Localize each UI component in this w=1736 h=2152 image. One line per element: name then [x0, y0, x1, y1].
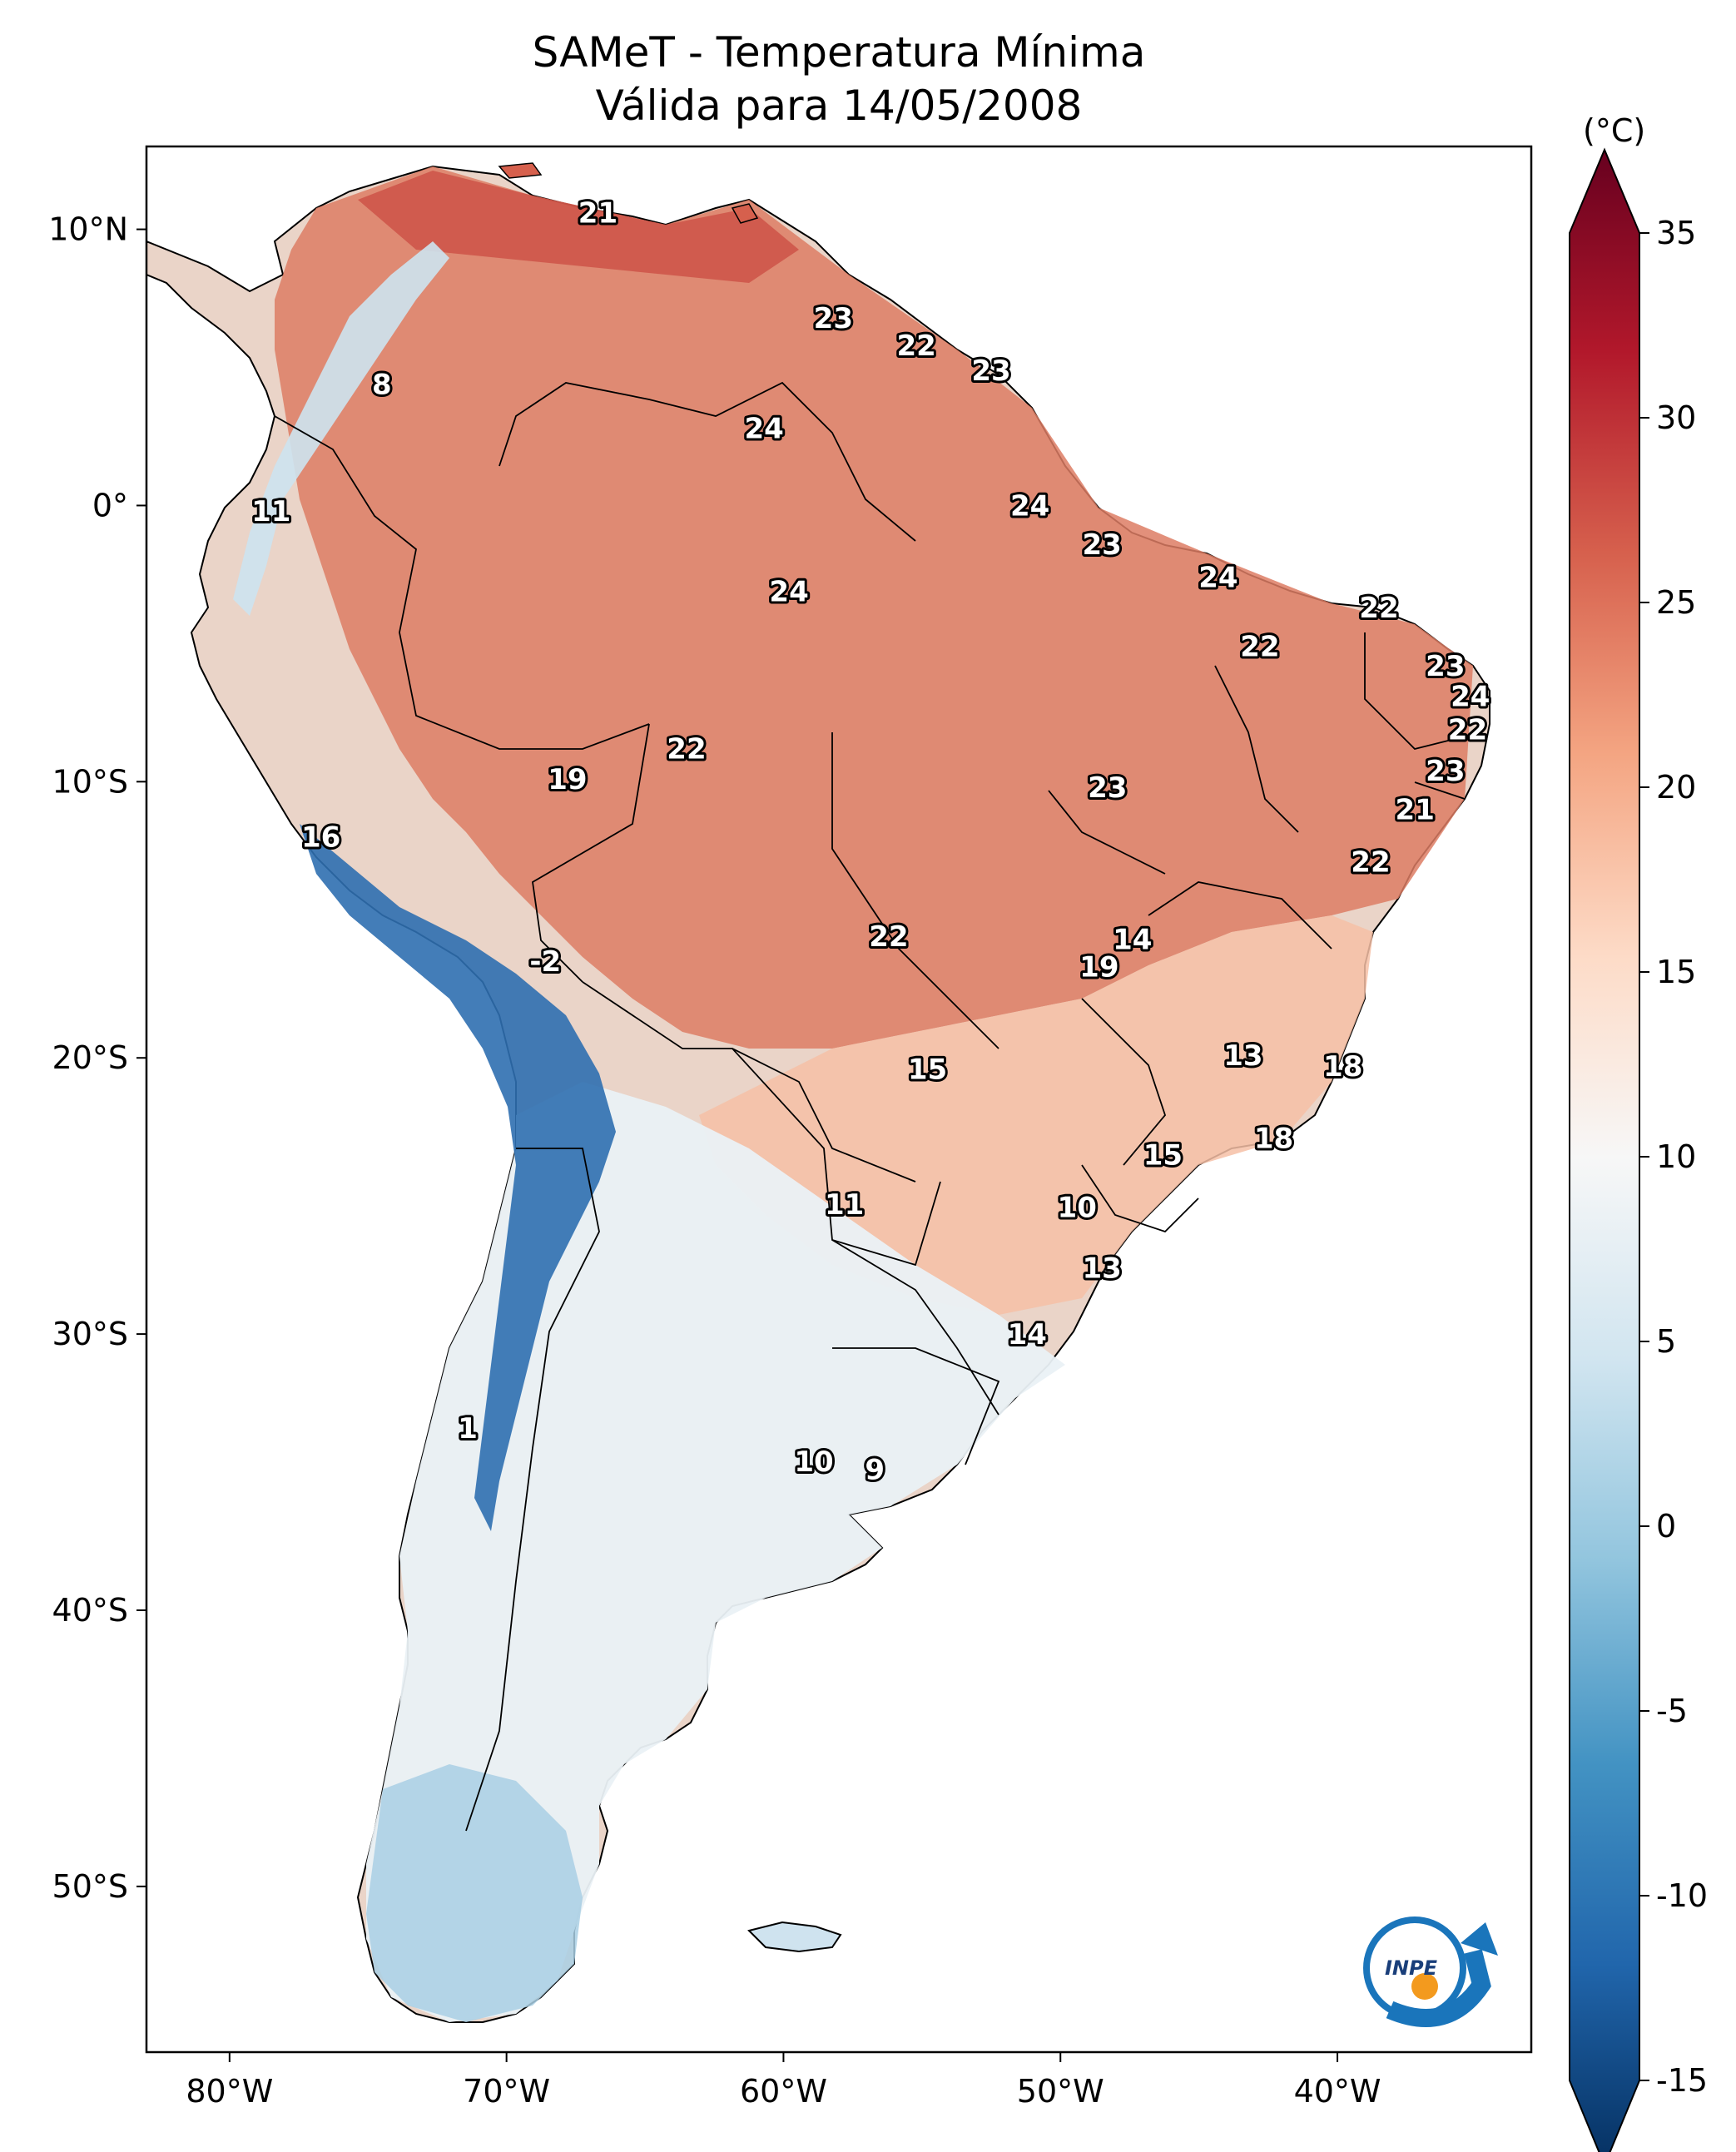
station-temperature-label: 21 [578, 197, 618, 231]
lat-tick-label: 30°S [52, 1316, 128, 1352]
station-temperature-label: 22 [897, 330, 936, 363]
station-temperature-label: 23 [1088, 771, 1127, 805]
inpe-logo: INPE [1363, 1916, 1498, 2027]
station-temperature-label: 11 [251, 495, 290, 528]
lat-tick-label: 20°S [52, 1039, 128, 1076]
colorbar-tick-label: -10 [1656, 1877, 1708, 1914]
country-borders [274, 381, 1482, 1832]
colorbar-tick-label: -5 [1656, 1693, 1688, 1729]
lat-tick-label: 10°N [48, 211, 128, 248]
station-temperature-label: 22 [869, 920, 908, 954]
lat-tick-label: 10°S [52, 763, 128, 800]
station-temperature-label: 13 [1223, 1039, 1262, 1073]
colorbar-unit-label: (°C) [1583, 112, 1645, 149]
station-temperature-label: 23 [1082, 528, 1121, 562]
station-temperature-label: 15 [1143, 1138, 1183, 1172]
colorbar-tick-label: 35 [1656, 215, 1696, 251]
falkland-islands [747, 1921, 842, 1953]
warm-zone-amazon [275, 166, 1473, 1049]
logo-arrow-icon [1386, 1949, 1491, 2027]
station-temperature-label: 18 [1323, 1050, 1362, 1083]
station-temperature-label: 10 [794, 1445, 833, 1479]
lat-tick-label: 50°S [52, 1868, 128, 1905]
colorbar-gradient [1569, 147, 1640, 2152]
station-temperature-label: 19 [1079, 951, 1118, 984]
lon-tick-label: 40°W [1294, 2073, 1381, 2110]
logo-arrow-head-icon [1461, 1922, 1498, 1956]
latitude-ticks: 10°N 0° 10°S 20°S 30°S 40°S 50°S [48, 211, 146, 1905]
station-temperature-label: 21 [1396, 794, 1435, 827]
station-temperature-label: 1 [458, 1412, 478, 1445]
station-temperature-label: 22 [1359, 592, 1398, 625]
map-layer [146, 162, 1490, 2023]
station-temperature-label: 24 [1198, 562, 1238, 595]
logo-dot [1411, 1973, 1438, 2000]
station-temperature-label: 8 [372, 368, 392, 401]
station-temperature-label: 23 [1426, 755, 1465, 788]
cool-zone-south [366, 1082, 1065, 2022]
map-title-line2: Válida para 14/05/2008 [595, 82, 1083, 130]
station-temperature-label: 24 [1010, 489, 1049, 523]
colorbar-tick-label: -15 [1656, 2062, 1708, 2099]
station-temperature-label: 22 [667, 733, 706, 766]
station-temperature-label: 13 [1082, 1252, 1121, 1285]
cold-zone-patagonia [366, 1764, 583, 2022]
station-temperature-label: 10 [1058, 1191, 1097, 1224]
hot-zone-north [358, 171, 799, 283]
cool-zone-northern-andes [233, 241, 449, 616]
logo-text: INPE [1385, 1956, 1438, 1980]
colorbar-tick-label: 0 [1656, 1508, 1676, 1545]
station-temperature-label: 19 [548, 763, 587, 796]
lat-tick-label: 0° [92, 487, 128, 523]
colorbar-tick-label: 10 [1656, 1138, 1696, 1175]
station-temperature-label: 22 [1240, 631, 1279, 664]
longitude-ticks: 80°W 70°W 60°W 50°W 40°W [186, 2052, 1381, 2110]
lon-tick-label: 80°W [186, 2073, 273, 2110]
station-temperature-label: 15 [908, 1053, 947, 1086]
station-temperature-label: 14 [1113, 924, 1152, 957]
station-temperature-label: 22 [1351, 846, 1390, 880]
station-temperature-label: 23 [1426, 650, 1465, 683]
colorbar-tick-label: 5 [1656, 1323, 1676, 1360]
colorbar-tick-label: 30 [1656, 399, 1696, 436]
station-temperature-label: 14 [1008, 1318, 1047, 1351]
colorbar-tick-label: 15 [1656, 954, 1696, 990]
colorbar: (°C) 35 30 25 20 15 10 5 0 -5 -10 -15 [1569, 112, 1708, 2152]
station-temperature-label: 24 [769, 575, 808, 608]
station-temperature-label: -2 [529, 945, 561, 979]
station-temperature-label: 24 [1451, 680, 1490, 713]
map-title-line1: SAMeT - Temperatura Mínima [532, 28, 1146, 77]
lat-tick-label: 40°S [52, 1592, 128, 1629]
mild-zone-southeast [699, 915, 1373, 1315]
station-temperature-label: 23 [814, 302, 853, 335]
colorbar-tick-label: 20 [1656, 769, 1696, 806]
colorbar-tick-label: 25 [1656, 584, 1696, 621]
station-temperature-label: 22 [1448, 713, 1487, 746]
lon-tick-label: 60°W [740, 2073, 827, 2110]
map-frame [145, 145, 1533, 2054]
lon-tick-label: 70°W [463, 2073, 550, 2110]
colorbar-ticks: 35 30 25 20 15 10 5 0 -5 -10 -15 [1639, 215, 1708, 2099]
station-temperature-label: 23 [971, 355, 1010, 388]
station-temperature-label: 11 [825, 1188, 864, 1222]
station-temperature-label: 18 [1254, 1122, 1293, 1155]
station-temperature-label: 24 [744, 413, 783, 446]
lon-tick-label: 50°W [1017, 2073, 1104, 2110]
caribbean-islands [498, 162, 759, 224]
station-temperature-label: 16 [301, 821, 340, 855]
cold-zone-andes [300, 824, 616, 1531]
station-temperature-label: 9 [865, 1454, 885, 1487]
